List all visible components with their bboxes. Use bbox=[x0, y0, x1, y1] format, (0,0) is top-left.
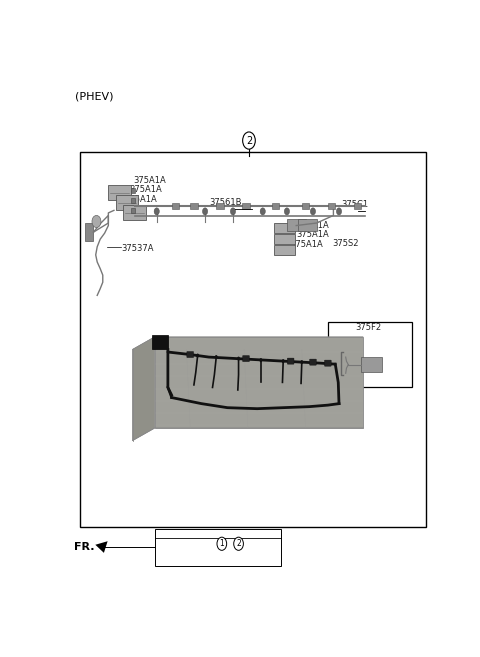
Circle shape bbox=[196, 353, 199, 357]
Text: 375A1A: 375A1A bbox=[133, 175, 166, 185]
FancyBboxPatch shape bbox=[274, 245, 296, 256]
FancyBboxPatch shape bbox=[288, 358, 294, 364]
Text: :: : bbox=[207, 539, 209, 548]
Circle shape bbox=[234, 537, 243, 551]
Text: 375A1A: 375A1A bbox=[124, 194, 157, 204]
Text: 37561B: 37561B bbox=[209, 198, 241, 208]
Text: FR.: FR. bbox=[74, 542, 95, 552]
Circle shape bbox=[300, 360, 303, 364]
Text: 1: 1 bbox=[219, 539, 224, 548]
Text: 375A1A: 375A1A bbox=[129, 185, 162, 194]
Polygon shape bbox=[132, 337, 155, 441]
FancyBboxPatch shape bbox=[116, 195, 138, 210]
FancyBboxPatch shape bbox=[108, 185, 131, 200]
Circle shape bbox=[243, 132, 255, 149]
Circle shape bbox=[203, 208, 208, 215]
Text: 37537A: 37537A bbox=[121, 244, 154, 253]
FancyBboxPatch shape bbox=[123, 205, 145, 221]
Text: 375C1: 375C1 bbox=[341, 200, 368, 210]
FancyBboxPatch shape bbox=[187, 351, 193, 357]
Circle shape bbox=[284, 208, 289, 215]
Circle shape bbox=[282, 359, 285, 363]
FancyBboxPatch shape bbox=[310, 359, 316, 365]
Bar bbox=[81, 152, 426, 526]
Circle shape bbox=[215, 355, 218, 359]
FancyBboxPatch shape bbox=[354, 203, 361, 210]
FancyBboxPatch shape bbox=[172, 203, 179, 210]
Text: 37503: 37503 bbox=[187, 535, 212, 544]
FancyBboxPatch shape bbox=[328, 203, 335, 210]
FancyBboxPatch shape bbox=[361, 357, 382, 373]
FancyBboxPatch shape bbox=[274, 234, 296, 244]
FancyBboxPatch shape bbox=[131, 208, 135, 213]
Text: 375A1A: 375A1A bbox=[297, 221, 329, 230]
FancyBboxPatch shape bbox=[242, 203, 250, 210]
Text: 2: 2 bbox=[236, 539, 241, 548]
Text: THE NO.: THE NO. bbox=[158, 538, 190, 547]
FancyBboxPatch shape bbox=[287, 219, 305, 231]
FancyBboxPatch shape bbox=[272, 203, 279, 210]
FancyBboxPatch shape bbox=[190, 203, 198, 210]
Text: 375F2: 375F2 bbox=[356, 323, 382, 332]
FancyBboxPatch shape bbox=[85, 223, 94, 240]
Polygon shape bbox=[132, 337, 363, 350]
Text: 37503A: 37503A bbox=[187, 543, 217, 553]
Text: NOTE: NOTE bbox=[160, 533, 180, 542]
FancyBboxPatch shape bbox=[131, 188, 135, 193]
FancyBboxPatch shape bbox=[216, 203, 224, 210]
Circle shape bbox=[237, 357, 240, 361]
Circle shape bbox=[92, 215, 101, 227]
Text: 2: 2 bbox=[246, 135, 252, 146]
Text: −: − bbox=[227, 539, 234, 548]
Circle shape bbox=[336, 208, 342, 215]
Text: (PHEV): (PHEV) bbox=[75, 91, 113, 101]
Bar bbox=[328, 322, 411, 388]
Circle shape bbox=[260, 208, 265, 215]
Polygon shape bbox=[96, 541, 108, 553]
Polygon shape bbox=[155, 337, 363, 428]
Text: 375A1A: 375A1A bbox=[297, 230, 329, 239]
FancyBboxPatch shape bbox=[302, 203, 309, 210]
Text: 375S2: 375S2 bbox=[332, 238, 359, 248]
FancyBboxPatch shape bbox=[324, 360, 331, 366]
Text: 375A1A: 375A1A bbox=[290, 240, 324, 249]
FancyBboxPatch shape bbox=[243, 355, 249, 361]
Circle shape bbox=[230, 208, 236, 215]
FancyBboxPatch shape bbox=[131, 198, 135, 203]
FancyBboxPatch shape bbox=[152, 335, 168, 350]
FancyBboxPatch shape bbox=[274, 223, 296, 233]
Circle shape bbox=[154, 208, 159, 215]
Circle shape bbox=[217, 537, 227, 551]
Circle shape bbox=[311, 208, 315, 215]
Bar bbox=[155, 529, 281, 566]
FancyBboxPatch shape bbox=[298, 219, 317, 231]
Circle shape bbox=[259, 358, 263, 362]
